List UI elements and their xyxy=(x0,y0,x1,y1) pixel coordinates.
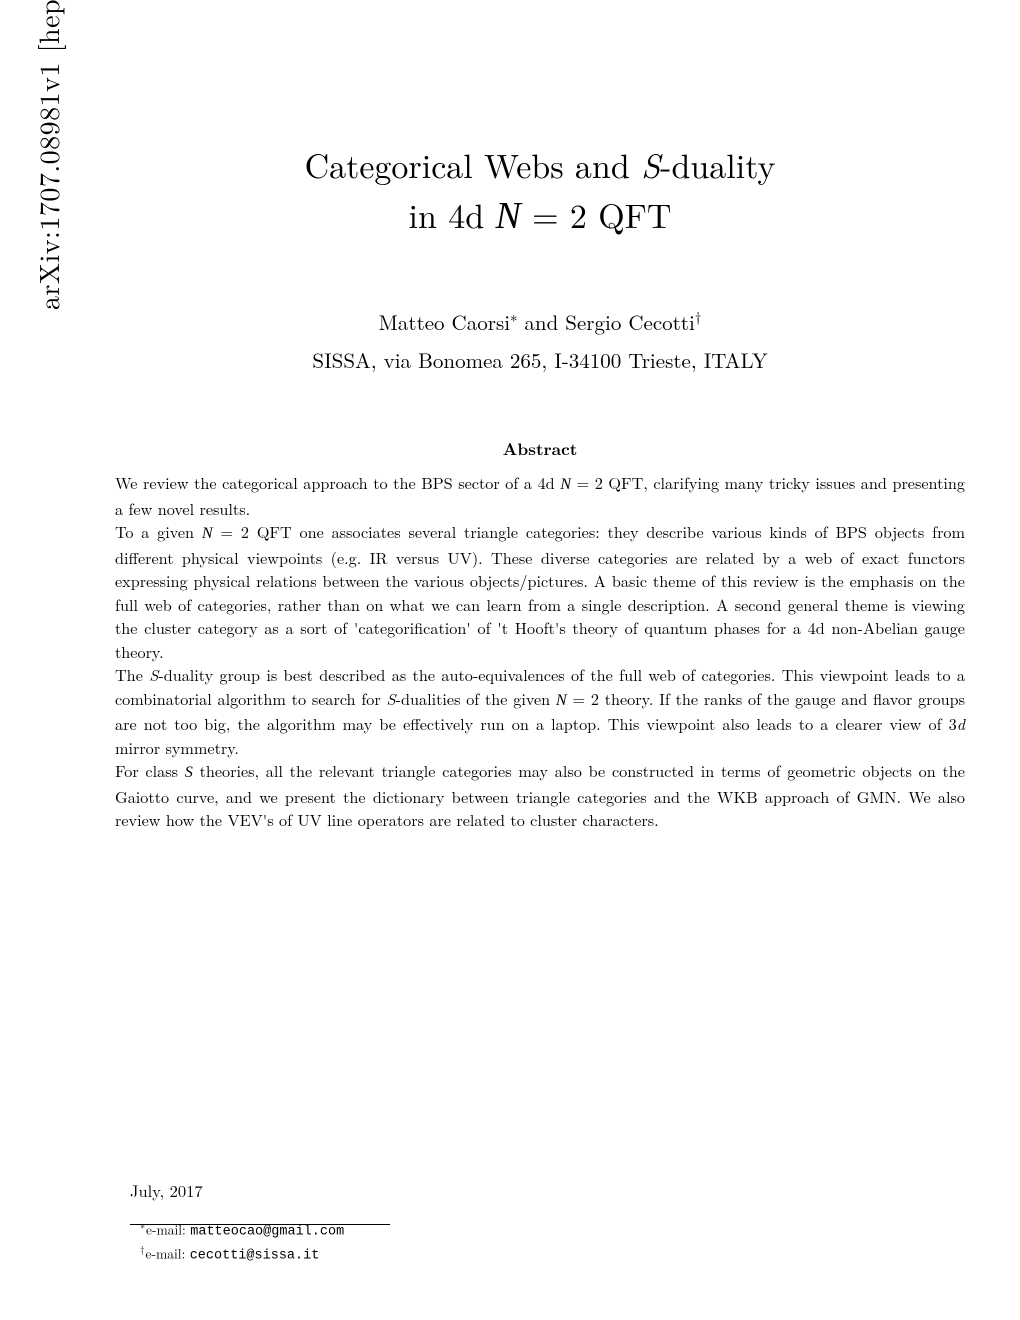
author-separator: and xyxy=(517,307,565,337)
abs-text: -dualities of the given xyxy=(396,687,556,710)
abs-cal-n: N xyxy=(202,524,213,542)
footnote-2-label: e-mail: xyxy=(145,1243,189,1262)
abstract-para-2: To a given N = 2 QFT one associates seve… xyxy=(115,520,965,663)
abs-text: mirror symmetry. xyxy=(115,736,239,759)
abs-italic-s: S xyxy=(386,687,395,710)
title-text-3: in 4d xyxy=(409,190,496,238)
abs-text: We review the categorical approach to th… xyxy=(115,471,560,494)
author-1: Matteo Caorsi xyxy=(379,307,510,337)
title-text-4: = 2 QFT xyxy=(521,190,672,238)
abstract-para-3: The S-duality group is best described as… xyxy=(115,663,965,759)
abs-text: = 2 QFT one associates several triangle … xyxy=(115,520,965,662)
paper-title: Categorical Webs and S-duality in 4d N =… xyxy=(115,140,965,244)
footnote-1: ∗e-mail: matteocao@gmail.com xyxy=(140,1218,344,1242)
abstract-body: We review the categorical approach to th… xyxy=(115,471,965,831)
abs-text: To a given xyxy=(115,520,202,543)
title-calligraphic-n: N xyxy=(495,195,520,237)
abstract-para-4: For class S theories, all the relevant t… xyxy=(115,759,965,831)
authors-line: Matteo Caorsi∗ and Sergio Cecotti† xyxy=(115,306,965,337)
footnote-2-symbol: † xyxy=(140,1242,144,1256)
abs-cal-s: S xyxy=(185,763,193,781)
footnote-1-symbol: ∗ xyxy=(140,1218,145,1232)
author-2: Sergio Cecotti xyxy=(565,307,695,337)
author-2-footnote-symbol: † xyxy=(695,306,702,327)
paper-content: Categorical Webs and S-duality in 4d N =… xyxy=(115,140,965,832)
abs-italic-d: d xyxy=(957,712,965,735)
paper-date: July, 2017 xyxy=(130,1178,203,1202)
abs-text: The xyxy=(115,663,149,686)
abs-text: theories, all the relevant triangle cate… xyxy=(115,759,965,831)
title-text-1: Categorical Webs and xyxy=(305,140,642,188)
abs-italic-s: S xyxy=(149,663,158,686)
footnote-2-email: cecotti@sissa.it xyxy=(190,1248,320,1263)
footnotes: ∗e-mail: matteocao@gmail.com †e-mail: ce… xyxy=(140,1218,344,1266)
abs-cal-n: N xyxy=(556,691,567,709)
abs-cal-n: N xyxy=(560,475,571,493)
abstract-para-1: We review the categorical approach to th… xyxy=(115,471,965,520)
affiliation: SISSA, via Bonomea 265, I-34100 Trieste,… xyxy=(115,345,965,375)
arxiv-identifier: arXiv:1707.08981v1 [hep-th] 27 Jul 2017 xyxy=(28,0,68,310)
footnote-2: †e-mail: cecotti@sissa.it xyxy=(140,1242,344,1266)
title-italic-s: S xyxy=(641,140,660,188)
abs-text: For class xyxy=(115,759,185,782)
footnote-1-label: e-mail: xyxy=(146,1219,190,1238)
title-text-2: -duality xyxy=(660,140,775,188)
footnote-1-email: matteocao@gmail.com xyxy=(190,1224,344,1239)
abstract-heading: Abstract xyxy=(115,437,965,461)
